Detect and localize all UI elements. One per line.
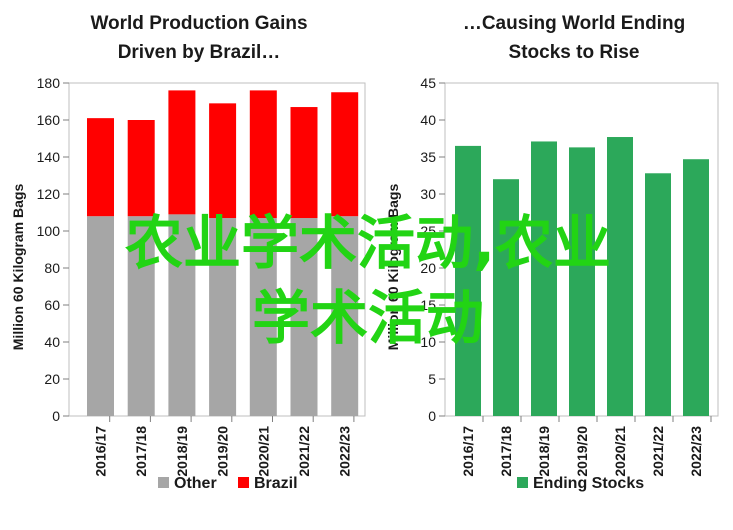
chart-ending-stocks: …Causing World Ending Stocks to Rise Mil… [385,13,719,492]
y-tick-label: 20 [420,260,436,276]
legend-swatch [238,477,249,488]
legend-label: Brazil [254,475,298,492]
bar-brazil [209,103,237,219]
y-tick-label: 0 [428,408,436,424]
y-tick-label: 100 [37,223,61,239]
chart-title-line-1: World Production Gains [90,13,307,34]
bar-brazil [127,120,155,217]
y-axis-label: Million 60 Kilogram Bags [385,184,401,351]
y-tick-label: 30 [420,186,436,202]
y-tick-label: 10 [420,334,436,350]
chart-production: World Production Gains Driven by Brazil…… [10,13,366,492]
bar-other [168,214,196,416]
watermark-overlay: 农业学术活动,农业 学术活动 [125,209,611,352]
y-tick-label: 0 [52,408,60,424]
x-tick-label: 2018/19 [536,426,552,477]
x-tick-label: 2022/23 [337,426,353,477]
x-tick-label: 2021/22 [296,426,312,477]
bar-brazil [249,90,277,219]
y-tick-label: 180 [37,75,61,91]
bar-other [249,218,277,416]
bar-ending-stocks [683,159,709,416]
bar-ending-stocks [493,179,519,416]
bar-brazil [290,107,318,219]
y-tick-label: 5 [428,371,436,387]
bar-ending-stocks [531,141,557,416]
bar-other [127,216,155,416]
y-tick-label: 45 [420,75,436,91]
y-tick-label: 160 [37,112,61,128]
watermark-text-line-2: 学术活动 [252,284,484,352]
y-tick-label: 40 [420,112,436,128]
x-tick-label: 2020/21 [255,426,271,477]
y-tick-label: 25 [420,223,436,239]
y-tick-label: 20 [44,371,60,387]
bar-other [290,218,318,416]
x-tick-label: 2019/20 [574,426,590,477]
x-tick-label: 2021/22 [650,426,666,477]
x-tick-label: 2022/23 [688,426,704,477]
bar-other [209,218,237,416]
x-tick-label: 2019/20 [215,426,231,477]
y-tick-label: 40 [44,334,60,350]
y-tick-label: 120 [37,186,61,202]
bar-brazil [168,90,196,215]
legend-label: Ending Stocks [533,475,644,492]
x-tick-label: 2016/17 [93,426,109,477]
watermark-text-line-1: 农业学术活动,农业 [125,209,611,277]
bar-ending-stocks [455,145,481,416]
chart-title-line-1: …Causing World Ending [463,13,685,34]
x-tick-label: 2017/18 [133,426,149,477]
chart-title-line-2: Stocks to Rise [509,42,640,63]
legend-swatch [517,477,528,488]
bar-ending-stocks [645,173,671,416]
legend-label: Other [174,475,217,492]
bar-brazil [331,92,359,217]
y-tick-label: 80 [44,260,60,276]
chart-title-line-2: Driven by Brazil… [118,42,281,63]
bar-other [331,216,359,416]
y-axis-label: Million 60 Kilogram Bags [10,184,26,351]
bar-other [87,216,114,416]
bar-ending-stocks [569,147,595,416]
x-tick-label: 2020/21 [612,426,628,477]
legend-swatch [158,477,169,488]
y-tick-label: 140 [37,149,61,165]
y-tick-label: 60 [44,297,60,313]
bar-ending-stocks [607,137,633,416]
x-tick-label: 2017/18 [498,426,514,477]
y-tick-label: 35 [420,149,436,165]
bar-brazil [87,118,114,217]
x-tick-label: 2016/17 [460,426,476,477]
x-tick-label: 2018/19 [174,426,190,477]
y-tick-label: 15 [420,297,436,313]
